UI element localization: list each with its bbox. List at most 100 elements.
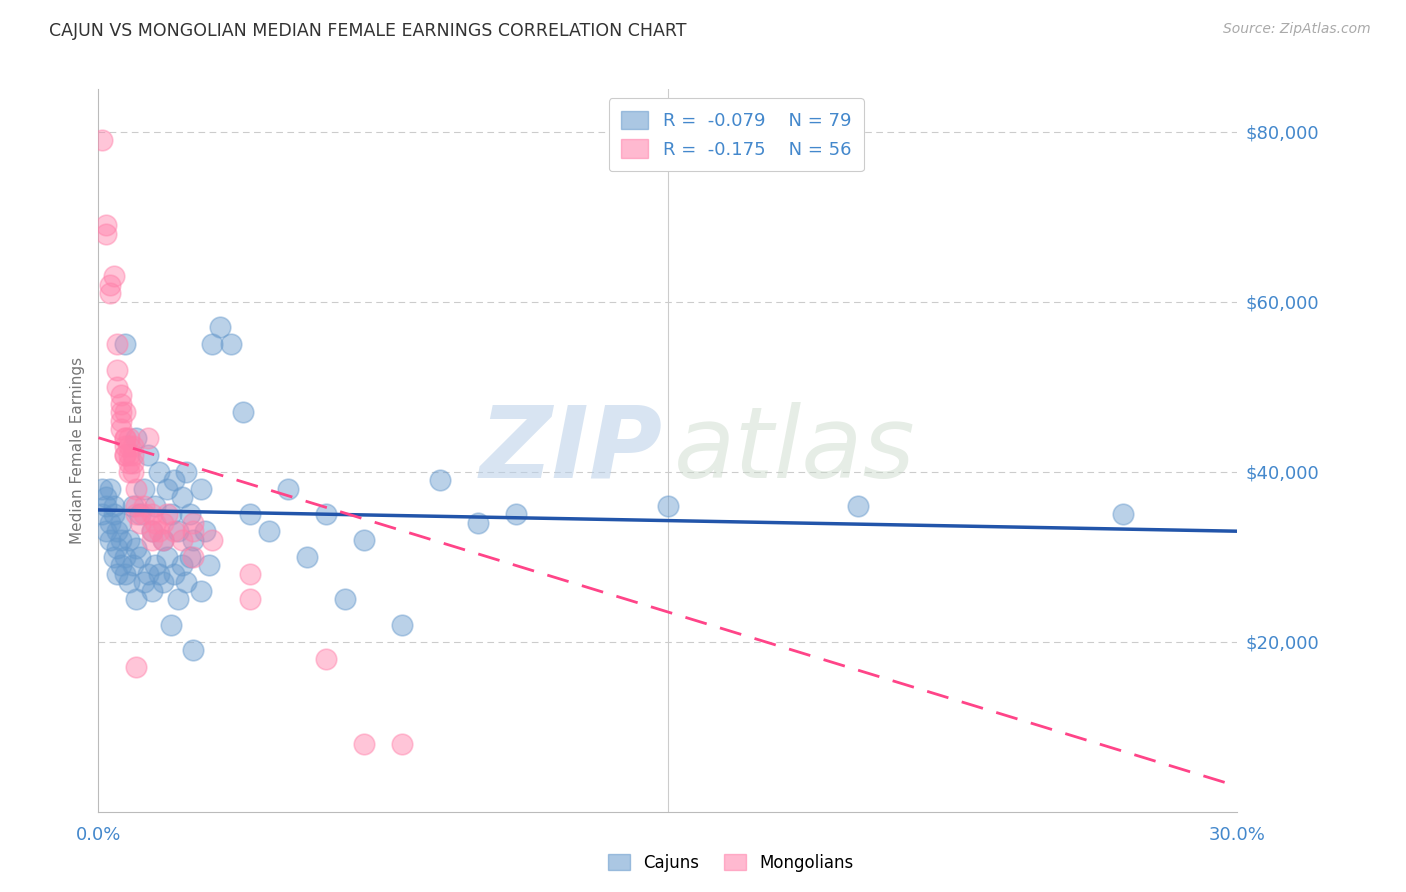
Point xyxy=(141,524,163,539)
Point xyxy=(505,507,527,521)
Point xyxy=(107,380,129,394)
Point xyxy=(98,277,121,292)
Point xyxy=(129,507,152,521)
Point xyxy=(129,516,152,530)
Point xyxy=(156,482,179,496)
Point xyxy=(114,448,136,462)
Point xyxy=(429,473,451,487)
Point xyxy=(110,414,132,428)
Point xyxy=(125,507,148,521)
Point xyxy=(125,592,148,607)
Point xyxy=(103,507,125,521)
Point xyxy=(141,524,163,539)
Point xyxy=(110,405,132,419)
Point xyxy=(121,448,143,462)
Point xyxy=(170,490,193,504)
Point xyxy=(114,431,136,445)
Y-axis label: Median Female Earnings: Median Female Earnings xyxy=(69,357,84,544)
Text: Source: ZipAtlas.com: Source: ZipAtlas.com xyxy=(1223,22,1371,37)
Point xyxy=(114,337,136,351)
Point xyxy=(132,499,155,513)
Point xyxy=(91,133,114,147)
Point xyxy=(103,269,125,284)
Text: ZIP: ZIP xyxy=(479,402,662,499)
Point xyxy=(132,507,155,521)
Point xyxy=(315,651,337,665)
Point xyxy=(297,549,319,564)
Point xyxy=(118,533,141,547)
Point xyxy=(190,583,212,598)
Point xyxy=(136,566,159,581)
Point xyxy=(391,737,413,751)
Point xyxy=(110,397,132,411)
Point xyxy=(94,499,117,513)
Point xyxy=(259,524,281,539)
Point xyxy=(197,558,219,573)
Legend: R =  -0.079    N = 79, R =  -0.175    N = 56: R = -0.079 N = 79, R = -0.175 N = 56 xyxy=(609,98,863,171)
Point xyxy=(183,533,205,547)
Point xyxy=(107,524,129,539)
Point xyxy=(94,227,117,241)
Point xyxy=(103,499,125,513)
Point xyxy=(174,465,197,479)
Point xyxy=(118,456,141,470)
Point xyxy=(118,448,141,462)
Point xyxy=(121,456,143,470)
Point xyxy=(277,482,299,496)
Point xyxy=(107,541,129,556)
Point xyxy=(107,337,129,351)
Point xyxy=(221,337,243,351)
Point xyxy=(110,533,132,547)
Point xyxy=(114,439,136,453)
Point xyxy=(152,533,174,547)
Point xyxy=(118,439,141,453)
Point xyxy=(167,524,190,539)
Point xyxy=(353,737,375,751)
Point xyxy=(125,541,148,556)
Point xyxy=(98,516,121,530)
Point xyxy=(190,482,212,496)
Point xyxy=(1112,507,1135,521)
Point xyxy=(91,507,114,521)
Point xyxy=(141,583,163,598)
Point xyxy=(156,507,179,521)
Point xyxy=(467,516,489,530)
Point xyxy=(163,566,186,581)
Point xyxy=(335,592,357,607)
Point xyxy=(94,524,117,539)
Point xyxy=(94,490,117,504)
Point xyxy=(132,482,155,496)
Point xyxy=(170,533,193,547)
Point xyxy=(183,549,205,564)
Point xyxy=(98,286,121,301)
Point xyxy=(136,448,159,462)
Point xyxy=(152,575,174,590)
Point xyxy=(391,617,413,632)
Point xyxy=(179,549,201,564)
Point xyxy=(110,516,132,530)
Point xyxy=(103,549,125,564)
Text: atlas: atlas xyxy=(673,402,915,499)
Point xyxy=(121,465,143,479)
Point xyxy=(132,575,155,590)
Point xyxy=(183,643,205,657)
Point xyxy=(159,507,181,521)
Point xyxy=(657,499,679,513)
Point xyxy=(114,549,136,564)
Point xyxy=(118,575,141,590)
Point xyxy=(136,431,159,445)
Point xyxy=(315,507,337,521)
Point xyxy=(148,524,170,539)
Point xyxy=(148,465,170,479)
Point xyxy=(159,617,181,632)
Point xyxy=(152,516,174,530)
Point xyxy=(170,558,193,573)
Point xyxy=(118,465,141,479)
Point xyxy=(114,448,136,462)
Point xyxy=(201,337,224,351)
Point xyxy=(110,388,132,402)
Point xyxy=(107,566,129,581)
Point xyxy=(121,499,143,513)
Point xyxy=(846,499,869,513)
Point xyxy=(194,524,217,539)
